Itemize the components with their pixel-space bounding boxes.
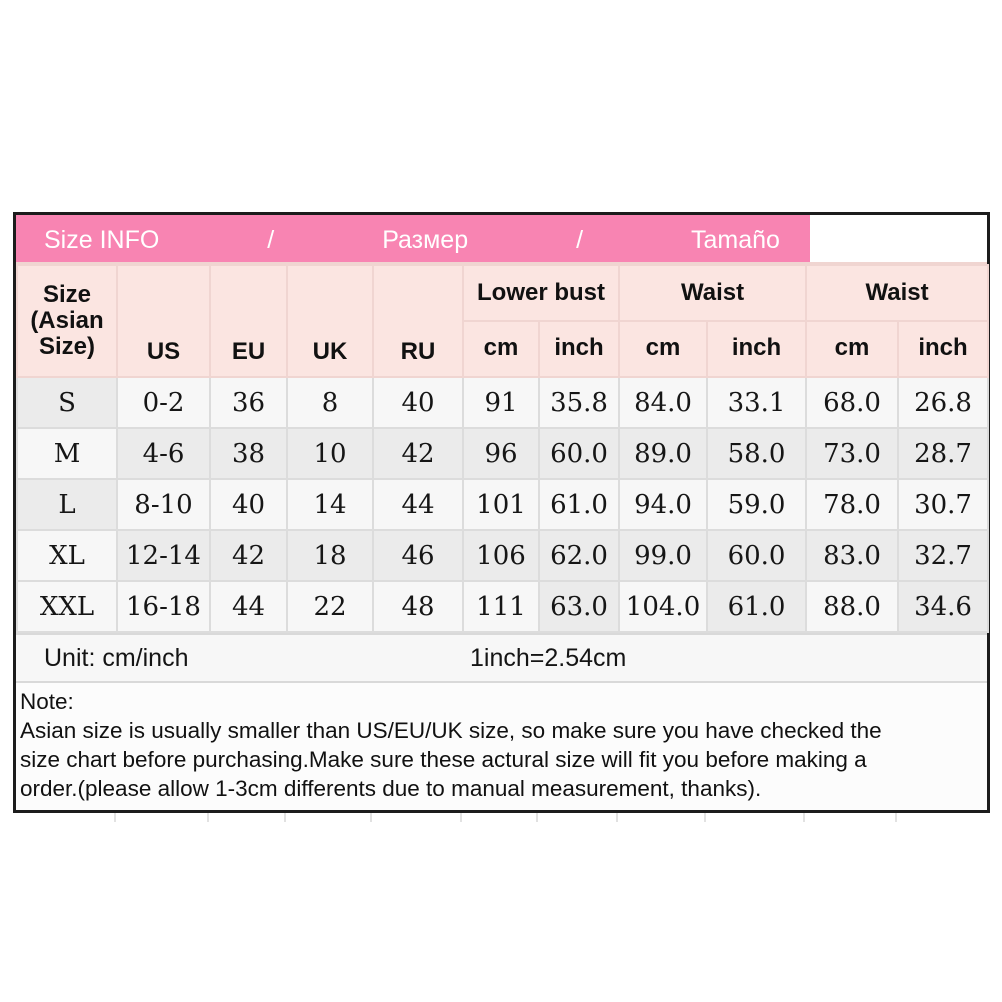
note-line: Asian size is usually smaller than US/EU… [20,718,882,743]
unit-label: Unit: cm/inch [44,643,189,672]
value-cell: 14 [286,478,374,531]
value-cell: 62.0 [537,529,621,582]
title-separator-1: / [267,226,275,254]
size-chart-figure: Size INFO / Размер / Tamaño Size (Asian … [13,212,990,822]
group-header-waist-2: Waist [805,264,990,322]
group-header-waist-1: Waist [618,264,808,322]
unit-header-cm-2: cm [618,320,709,378]
value-cell: 60.0 [537,427,621,480]
value-cell: 58.0 [706,427,808,480]
title-bar: Size INFO / Размер / Tamaño [16,215,987,264]
value-cell: 89.0 [618,427,709,480]
unit-row: Unit: cm/inch 1inch=2.54cm [16,633,987,681]
value-cell: 10 [286,427,374,480]
value-cell: 61.0 [706,580,808,633]
value-cell: 68.0 [805,376,900,429]
value-cell: 26.8 [897,376,990,429]
value-cell: 106 [462,529,540,582]
value-cell: 38 [209,427,288,480]
value-cell: 60.0 [706,529,808,582]
unit-header-inch-3: inch [897,320,990,378]
size-cell: XXL [16,580,118,633]
note-line: size chart before purchasing.Make sure t… [20,747,867,772]
value-cell: 73.0 [805,427,900,480]
value-cell: 0-2 [116,376,211,429]
value-cell: 59.0 [706,478,808,531]
value-cell: 84.0 [618,376,709,429]
table-row: L 8-10 40 14 44 101 61.0 94.0 59.0 78.0 30.7 [16,478,990,531]
size-cell: M [16,427,118,480]
table-row: S 0-2 36 8 40 91 35.8 84.0 33.1 68.0 26.8 [16,376,990,429]
corner-header: Size (Asian Size) [16,264,118,378]
value-cell: 44 [372,478,464,531]
value-cell: 83.0 [805,529,900,582]
value-cell: 30.7 [897,478,990,531]
value-cell: 32.7 [897,529,990,582]
value-cell: 88.0 [805,580,900,633]
value-cell: 12-14 [116,529,211,582]
size-cell: L [16,478,118,531]
group-header-lower-bust: Lower bust [461,264,621,322]
note-section: Note: Asian size is usually smaller than… [16,681,987,810]
value-cell: 8 [286,376,374,429]
value-cell: 63.0 [537,580,621,633]
conversion-label: 1inch=2.54cm [470,643,627,672]
value-cell: 101 [462,478,540,531]
value-cell: 34.6 [897,580,990,633]
unit-header-inch-2: inch [706,320,808,378]
title-bar-pink: Size INFO / Размер / Tamaño [16,215,810,264]
note-line: order.(please allow 1-3cm differents due… [20,776,762,801]
unit-header-cm-3: cm [805,320,900,378]
value-cell: 42 [372,427,464,480]
value-cell: 35.8 [537,376,621,429]
value-cell: 40 [209,478,288,531]
size-cell: S [16,376,118,429]
value-cell: 44 [209,580,288,633]
header-row-groups: Size (Asian Size) US EU UK RU Lower bust… [16,264,990,378]
title-size-info: Size INFO [44,226,160,254]
col-header-us: US [116,264,211,378]
table-row: XL 12-14 42 18 46 106 62.0 99.0 60.0 83.0 32.7 [16,529,990,582]
unit-header-inch-1: inch [537,320,621,378]
value-cell: 36 [209,376,288,429]
table-row: M 4-6 38 10 42 96 60.0 89.0 58.0 73.0 28.7 [16,427,990,480]
value-cell: 33.1 [706,376,808,429]
value-cell: 96 [462,427,540,480]
value-cell: 4-6 [116,427,211,480]
grid-ticks-artifact [16,813,987,822]
value-cell: 16-18 [116,580,211,633]
title-separator-2: / [576,226,584,254]
value-cell: 18 [286,529,374,582]
table-row: XXL 16-18 44 22 48 111 63.0 104.0 61.0 88.0 34.6 [16,580,990,633]
value-cell: 94.0 [618,478,709,531]
size-cell: XL [16,529,118,582]
unit-header-cm-1: cm [462,320,540,378]
header-row-units: cm inch cm inch cm inch [17,320,990,378]
value-cell: 8-10 [116,478,211,531]
title-razmer: Размер [382,226,469,254]
value-cell: 42 [209,529,288,582]
note-label: Note: [20,689,74,714]
value-cell: 61.0 [537,478,621,531]
value-cell: 48 [372,580,464,633]
value-cell: 111 [462,580,540,633]
value-cell: 99.0 [618,529,709,582]
col-header-uk: UK [286,264,374,378]
size-chart-frame: Size INFO / Размер / Tamaño Size (Asian … [13,212,990,813]
value-cell: 22 [286,580,374,633]
value-cell: 104.0 [618,580,709,633]
col-header-eu: EU [209,264,288,378]
value-cell: 78.0 [805,478,900,531]
col-header-ru: RU [372,264,464,378]
value-cell: 28.7 [897,427,990,480]
size-table: Size (Asian Size) US EU UK RU Lower bust… [16,264,990,633]
title-tamano: Tamaño [691,226,780,254]
value-cell: 46 [372,529,464,582]
value-cell: 40 [372,376,464,429]
value-cell: 91 [462,376,540,429]
title-bar-white-corner [810,215,987,264]
